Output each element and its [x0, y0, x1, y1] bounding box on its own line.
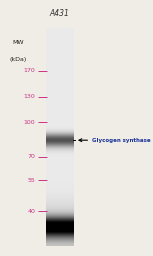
Text: 170: 170 [23, 68, 35, 73]
Text: MW: MW [13, 39, 24, 45]
Text: A431: A431 [50, 9, 70, 18]
Text: 100: 100 [24, 120, 35, 125]
Text: 55: 55 [27, 178, 35, 183]
Text: (kDa): (kDa) [10, 57, 27, 62]
Text: 130: 130 [23, 94, 35, 99]
Text: 40: 40 [27, 209, 35, 214]
Text: Glycogen synthase 1: Glycogen synthase 1 [92, 138, 153, 143]
Bar [46, 29, 73, 245]
Text: 70: 70 [27, 154, 35, 159]
